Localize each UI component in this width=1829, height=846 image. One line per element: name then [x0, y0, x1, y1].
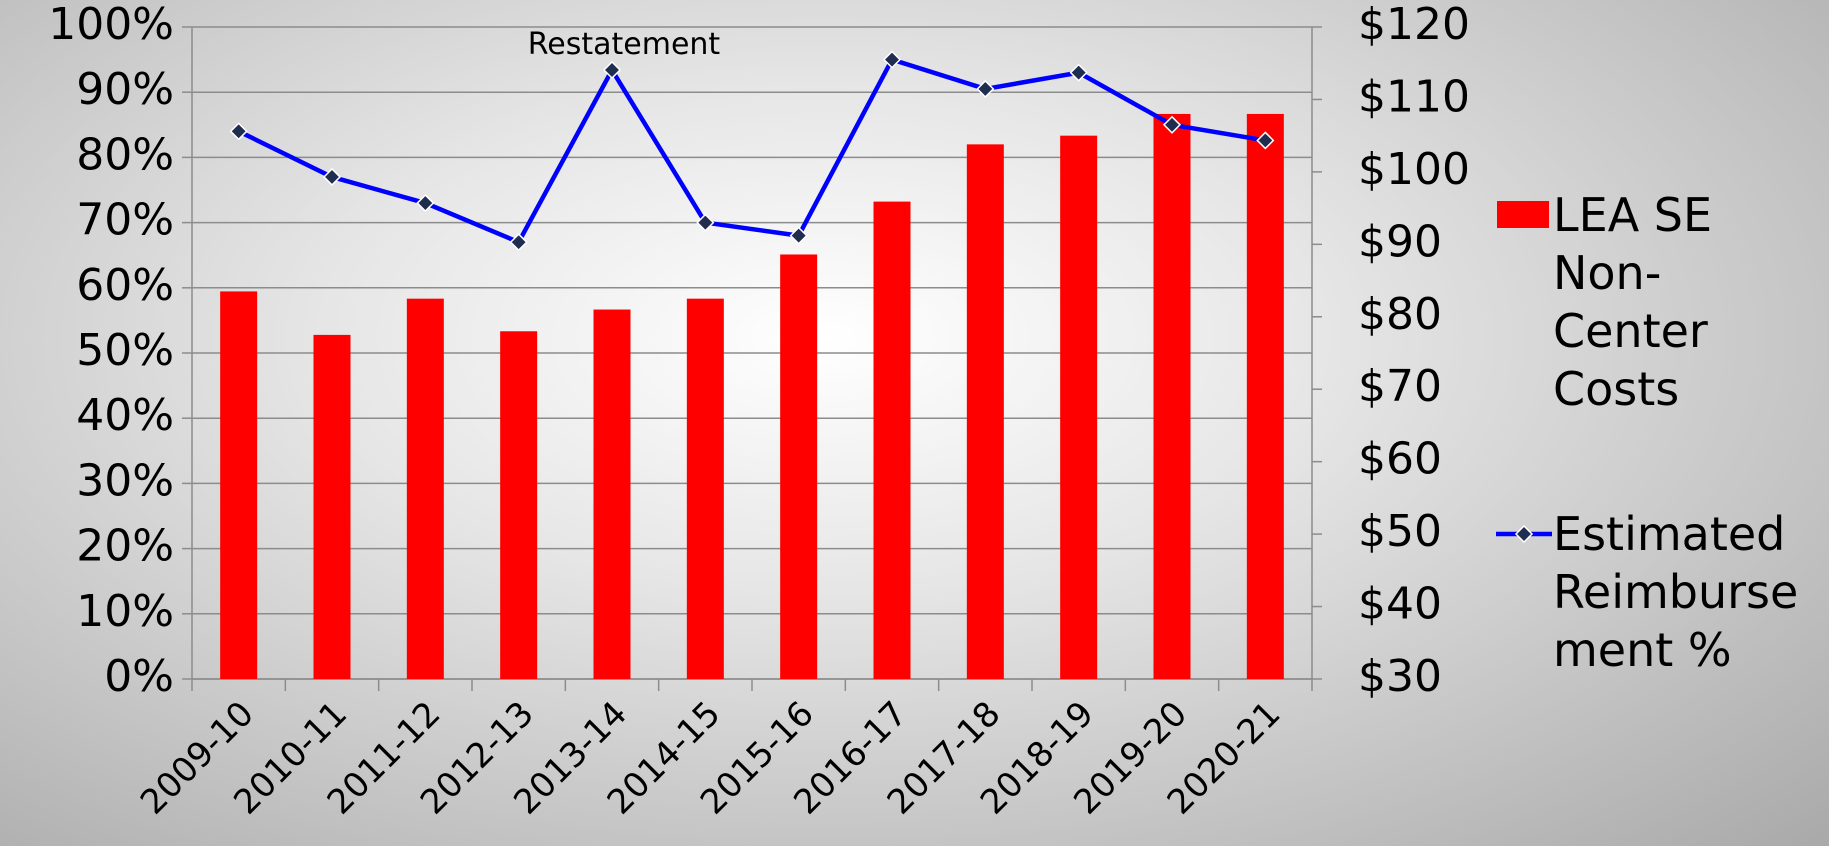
annotation: Restatement [528, 27, 721, 62]
y-tick-label: 40% [76, 390, 174, 441]
marker [416, 193, 435, 213]
legend-swatch [1496, 524, 1552, 544]
y-tick-label: 60% [76, 260, 174, 311]
legend-label: LEA SE Non-Center Costs [1553, 188, 1713, 416]
bar [780, 254, 818, 679]
bar [406, 298, 444, 679]
y2-tick-label: $120 [1358, 0, 1470, 50]
line [237, 56, 1266, 246]
bar [1153, 113, 1191, 679]
y-tick-label: 10% [76, 586, 174, 637]
bar [220, 291, 258, 679]
marker [1162, 115, 1182, 134]
bar [313, 334, 351, 679]
marker [882, 50, 902, 69]
y2-tick-label: $100 [1358, 144, 1470, 195]
y-tick-label: 100% [48, 0, 174, 50]
y2-tick-label: $30 [1358, 651, 1442, 702]
y-tick-label: 70% [76, 195, 174, 246]
marker [1069, 63, 1088, 82]
y-tick-label: 0% [104, 651, 174, 702]
marker [322, 167, 342, 187]
y-tick-label: 20% [76, 521, 174, 572]
marker [229, 122, 248, 141]
marker [789, 226, 808, 245]
y-tick-label: 30% [76, 455, 174, 506]
legend-swatch [1497, 201, 1549, 228]
marker [509, 233, 528, 252]
bar [593, 309, 631, 679]
marker [1256, 131, 1275, 150]
y2-tick-label: $90 [1358, 216, 1442, 267]
bar [1246, 113, 1284, 679]
bar [873, 201, 911, 679]
bar [1060, 135, 1098, 679]
marker [696, 213, 715, 232]
y2-tick-label: $40 [1358, 579, 1442, 630]
y2-tick-label: $70 [1358, 361, 1442, 412]
y-tick-label: 90% [76, 64, 174, 115]
y-tick-label: 80% [76, 129, 174, 180]
legend-swatch-bar [1497, 201, 1549, 228]
marker [602, 60, 622, 80]
legend-swatch-marker [1514, 524, 1534, 544]
y2-tick-label: $50 [1358, 506, 1442, 557]
bar [500, 331, 538, 679]
y2-tick-label: $110 [1358, 71, 1470, 122]
bar [686, 298, 724, 679]
bar [966, 144, 1004, 680]
legend-label: Estimated Reimbursement % [1553, 507, 1799, 677]
y2-tick-label: $60 [1358, 434, 1442, 485]
y-tick-label: 50% [76, 325, 174, 376]
marker [976, 79, 995, 99]
y2-tick-label: $80 [1358, 289, 1442, 340]
